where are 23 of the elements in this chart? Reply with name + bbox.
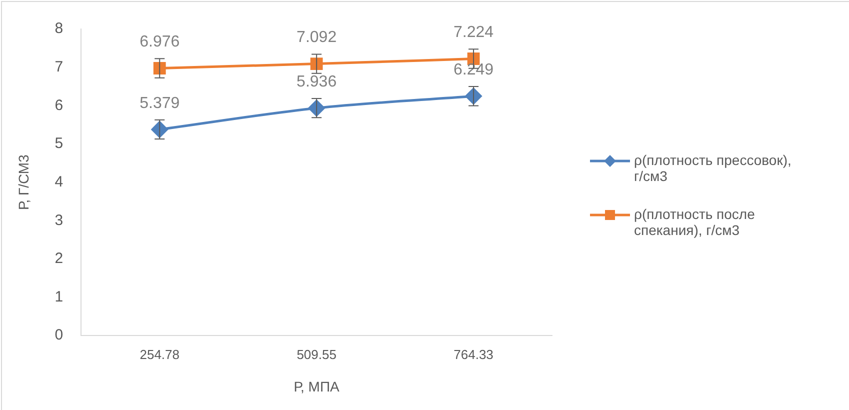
y-tick-label: 2: [54, 250, 64, 268]
data-label: 5.936: [296, 74, 337, 91]
y-axis-title: Р, Г/СМ3: [15, 154, 32, 210]
y-tick-label: 3: [54, 212, 64, 229]
x-tick-label: 509.55: [296, 346, 336, 362]
data-label: 6.976: [140, 34, 180, 51]
data-label: 5.379: [140, 94, 180, 112]
data-label: 6.249: [454, 62, 494, 79]
y-tick-label: 1: [54, 288, 64, 306]
point: [310, 58, 323, 70]
legend-label: ρ(плотность после спекания), г/см3: [634, 206, 756, 238]
y-tick-label: 4: [54, 173, 64, 190]
x-tick-label: 764.33: [454, 346, 494, 362]
data-label: 7.224: [454, 24, 494, 42]
x-tick-label: 254.78: [140, 346, 180, 362]
data-label: 7.092: [296, 29, 337, 46]
y-tick-label: 7: [54, 58, 64, 76]
y-tick-label: 0: [54, 326, 64, 344]
y-tick-label: 6: [54, 96, 64, 114]
y-tick-label: 5: [54, 135, 64, 152]
legend-label: ρ(плотность прессовок), г/см3: [634, 152, 792, 184]
x-axis-title: Р, МПА: [294, 378, 340, 394]
y-tick-label: 8: [54, 20, 64, 38]
